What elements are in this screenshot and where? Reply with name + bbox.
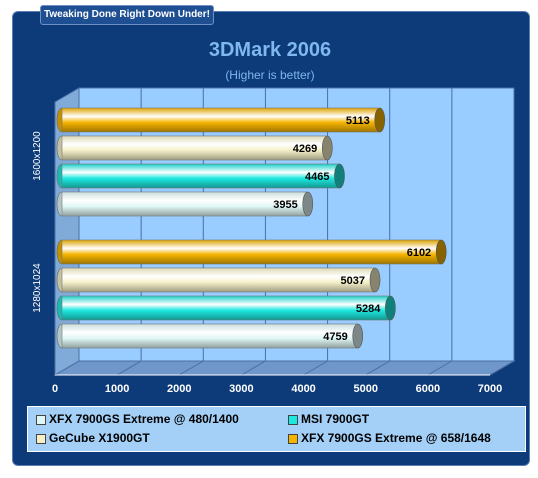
legend-item: XFX 7900GS Extreme @ 658/1648 xyxy=(288,430,491,446)
data-label: 3955 xyxy=(273,199,297,211)
category-label: 1280x1024 xyxy=(32,263,43,313)
legend-label: XFX 7900GS Extreme @ 480/1400 xyxy=(49,412,239,426)
legend-swatch xyxy=(36,433,46,444)
bar-cap-end xyxy=(302,191,314,217)
grid-floor-line xyxy=(179,360,204,376)
bar xyxy=(61,135,328,161)
site-banner: Tweaking Done Right Down Under! xyxy=(40,5,214,25)
legend-label: MSI 7900GT xyxy=(301,412,370,426)
data-label: 4269 xyxy=(293,143,317,155)
plot-floor xyxy=(53,360,516,376)
grid-floor-line xyxy=(303,360,328,376)
x-tick-label: 7000 xyxy=(478,383,502,395)
x-tick-label: 6000 xyxy=(416,383,440,395)
grid-floor-line xyxy=(489,360,515,376)
legend-swatch xyxy=(36,414,46,425)
x-tick-label: 5000 xyxy=(353,383,377,395)
legend-label: GeCube X1900GT xyxy=(49,431,150,445)
legend-swatch xyxy=(288,433,298,444)
x-tick-label: 3000 xyxy=(229,383,253,395)
bar xyxy=(61,323,359,349)
legend-item: XFX 7900GS Extreme @ 480/1400 xyxy=(36,411,239,427)
x-tick-label: 2000 xyxy=(167,383,191,395)
x-tick-label: 0 xyxy=(52,383,58,395)
legend-item: MSI 7900GT xyxy=(288,411,369,427)
category-label: 1600x1200 xyxy=(32,131,43,181)
bar-cap-end xyxy=(352,323,364,349)
data-label: 5113 xyxy=(346,115,370,127)
legend-swatch xyxy=(288,414,298,425)
bar-cap-end xyxy=(385,295,396,321)
bar-cap-end xyxy=(334,163,345,189)
data-label: 5037 xyxy=(341,275,365,287)
data-label: 4759 xyxy=(323,331,347,343)
grid-floor-line xyxy=(427,360,453,376)
bar xyxy=(61,267,376,293)
bar xyxy=(61,107,381,133)
legend-label: XFX 7900GS Extreme @ 658/1648 xyxy=(301,431,491,445)
bar-cap-end xyxy=(374,107,386,133)
grid-floor-line xyxy=(241,360,266,376)
x-tick-label: 1000 xyxy=(105,383,129,395)
bar-cap-end xyxy=(369,267,381,293)
bar xyxy=(61,295,391,321)
bar xyxy=(61,239,442,265)
x-tick-label: 4000 xyxy=(291,383,315,395)
bar-cap-end xyxy=(435,239,447,265)
grid-floor-line xyxy=(365,360,390,376)
data-label: 4465 xyxy=(305,171,329,183)
grid-floor-line xyxy=(54,360,80,376)
legend-item: GeCube X1900GT xyxy=(36,430,150,446)
chart-legend: XFX 7900GS Extreme @ 480/1400 MSI 7900GT… xyxy=(27,406,526,452)
bar xyxy=(61,163,340,189)
bar xyxy=(61,191,309,217)
data-label: 5284 xyxy=(356,303,381,315)
bar-cap-end xyxy=(321,135,333,161)
chart-title: 3DMark 2006 xyxy=(208,39,332,61)
data-label: 6102 xyxy=(407,247,431,259)
chart-subtitle: (Higher is better) xyxy=(225,68,315,82)
grid-floor-line xyxy=(116,360,142,376)
